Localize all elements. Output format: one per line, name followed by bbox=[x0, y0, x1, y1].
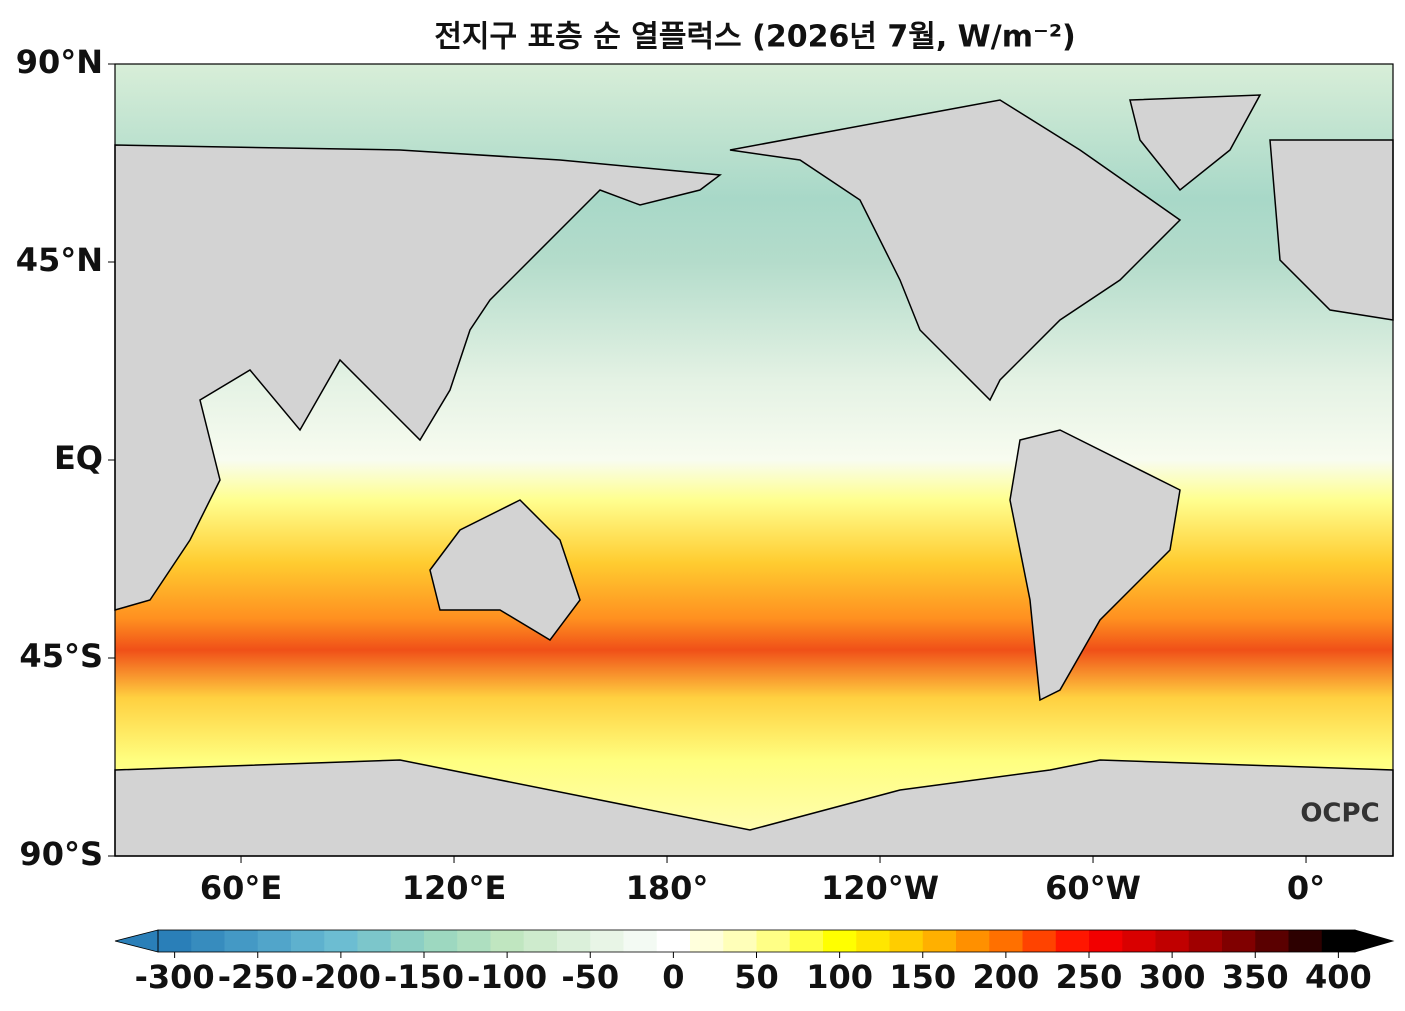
colorbar-cell bbox=[1022, 930, 1057, 952]
y-tick-label: 90°N bbox=[16, 43, 103, 81]
colorbar-tick-label: 0 bbox=[662, 958, 684, 996]
x-tick-label: 0° bbox=[1287, 869, 1325, 907]
colorbar-cell bbox=[1055, 930, 1090, 952]
colorbar-cell bbox=[989, 930, 1024, 952]
colorbar-tick-label: 250 bbox=[1056, 958, 1123, 996]
y-tick-label: 90°S bbox=[19, 835, 103, 873]
x-tick-label: 60°W bbox=[1045, 869, 1141, 907]
x-tick-label: 120°W bbox=[821, 869, 939, 907]
colorbar-cell bbox=[956, 930, 990, 952]
x-tick-label: 180° bbox=[626, 869, 709, 907]
colorbar-cell bbox=[856, 930, 891, 952]
colorbar-cell bbox=[1222, 930, 1256, 952]
colorbar-cell bbox=[723, 930, 758, 952]
colorbar-cell bbox=[490, 930, 525, 952]
colorbar-cell bbox=[224, 930, 259, 952]
colorbar-tick-label: 200 bbox=[972, 958, 1039, 996]
colorbar-cell bbox=[1155, 930, 1190, 952]
chart-title: 전지구 표층 순 열플럭스 (2026년 7월, W/m⁻²) bbox=[434, 20, 1075, 55]
colorbar-cell bbox=[690, 930, 724, 952]
x-tick-label: 120°E bbox=[402, 869, 507, 907]
colorbar-cell bbox=[1288, 930, 1323, 952]
colorbar-cell bbox=[457, 930, 492, 952]
colorbar-cell bbox=[1122, 930, 1157, 952]
land bbox=[114, 94, 1394, 857]
colorbar-cell bbox=[1255, 930, 1290, 952]
colorbar-cell bbox=[1188, 930, 1223, 952]
colorbar-tick-label: 350 bbox=[1222, 958, 1289, 996]
x-tick-label: 60°E bbox=[200, 869, 282, 907]
colorbar-cell bbox=[1321, 930, 1356, 952]
colorbar-cell bbox=[656, 930, 691, 952]
colorbar-tick-label: -50 bbox=[561, 958, 619, 996]
logo: OCPC bbox=[1300, 799, 1379, 829]
colorbar-cell bbox=[357, 930, 392, 952]
colorbar-tick-label: 150 bbox=[889, 958, 956, 996]
colorbar-tick-label: 50 bbox=[734, 958, 779, 996]
colorbar-cell bbox=[922, 930, 957, 952]
colorbar-cell bbox=[390, 930, 425, 952]
y-tick-label: 45°S bbox=[19, 637, 103, 675]
colorbar-tick-label: -300 bbox=[135, 958, 215, 996]
colorbar-cell bbox=[324, 930, 359, 952]
colorbar-extend-low bbox=[114, 929, 159, 953]
colorbar-tick-label: 100 bbox=[806, 958, 873, 996]
colorbar-cell bbox=[823, 930, 857, 952]
colorbar-cell bbox=[590, 930, 625, 952]
colorbar-cell bbox=[191, 930, 226, 952]
colorbar-cell bbox=[424, 930, 458, 952]
y-tick-label: EQ bbox=[54, 439, 103, 477]
colorbar-tick-label: 400 bbox=[1305, 958, 1372, 996]
colorbar-cell bbox=[291, 930, 325, 952]
colorbar-cell bbox=[756, 930, 791, 952]
colorbar-cell bbox=[158, 930, 192, 952]
colorbar-tick-label: -100 bbox=[467, 958, 547, 996]
colorbar-cell bbox=[257, 930, 292, 952]
y-tick-label: 45°N bbox=[16, 241, 103, 279]
colorbar-cell bbox=[523, 930, 558, 952]
colorbar-cell bbox=[557, 930, 591, 952]
colorbar-extend-high bbox=[1354, 929, 1395, 953]
colorbar-cell bbox=[1089, 930, 1123, 952]
colorbar-cell bbox=[789, 930, 824, 952]
colorbar-tick-label: -250 bbox=[218, 958, 298, 996]
colorbar-tick-label: -200 bbox=[301, 958, 381, 996]
colorbar-tick-label: -150 bbox=[384, 958, 464, 996]
colorbar-tick-label: 300 bbox=[1139, 958, 1206, 996]
colorbar-cell bbox=[889, 930, 924, 952]
colorbar-cell bbox=[623, 930, 658, 952]
